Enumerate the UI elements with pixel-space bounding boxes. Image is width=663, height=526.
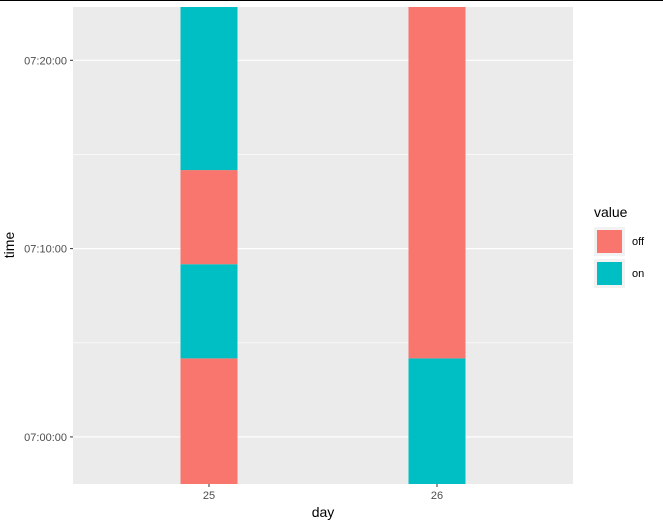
bar-segment-26-on — [408, 358, 466, 484]
top-border — [0, 0, 663, 1]
y-tick-label: 07:20:00 — [24, 55, 67, 67]
plot-panel — [73, 7, 573, 484]
legend-label-on: on — [632, 268, 644, 280]
legend-title: value — [594, 204, 628, 220]
bars — [180, 7, 466, 484]
y-axis: 07:00:00 07:10:00 07:20:00 — [24, 55, 73, 444]
legend: value off on — [594, 204, 645, 288]
x-tick-label: 25 — [203, 490, 215, 502]
legend-key-off — [597, 230, 622, 253]
x-tick-label: 26 — [431, 490, 443, 502]
bar-segment-25-on — [180, 7, 238, 171]
y-tick-label: 07:10:00 — [24, 244, 67, 256]
bar-segment-26-off — [408, 7, 466, 359]
minor-gridlines — [73, 154, 573, 344]
y-tick-label: 07:00:00 — [24, 432, 67, 444]
y-axis-title: time — [1, 232, 17, 259]
legend-label-off: off — [632, 236, 645, 248]
bar-segment-25-off — [180, 170, 238, 265]
x-axis: 25 26 — [203, 484, 443, 502]
bar-segment-25-on — [180, 264, 238, 359]
bar-segment-25-off — [180, 358, 238, 484]
x-axis-title: day — [312, 504, 335, 520]
legend-key-on — [597, 262, 622, 285]
